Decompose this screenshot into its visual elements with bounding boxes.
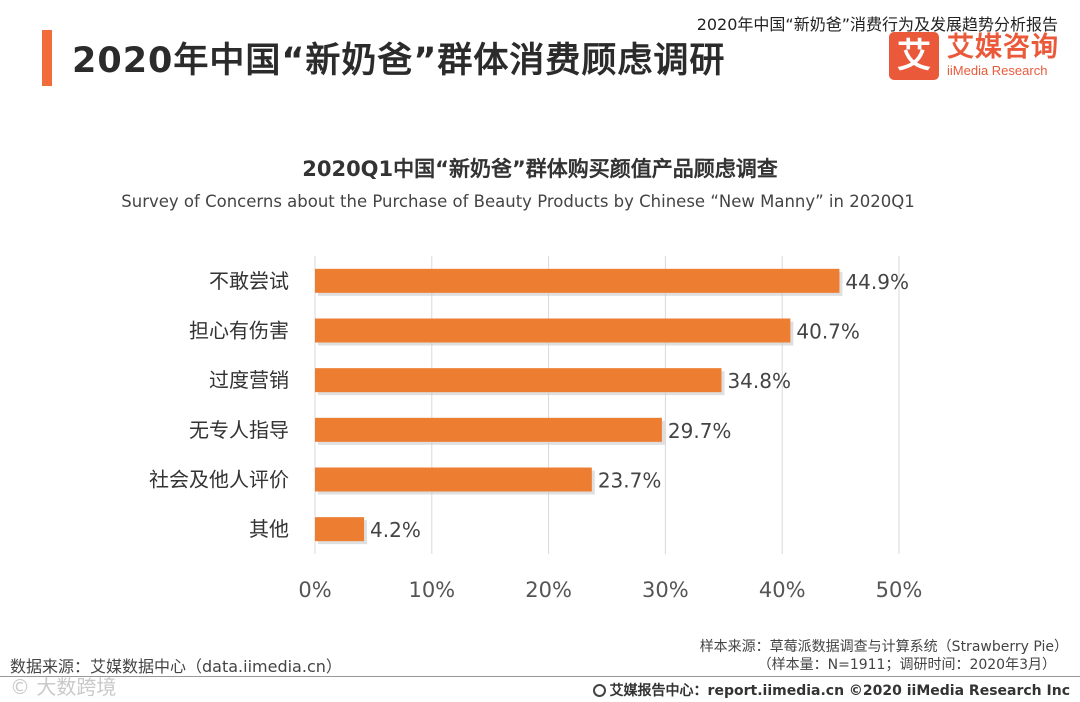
x-tick-label: 0% xyxy=(298,578,331,602)
x-tick-label: 40% xyxy=(759,578,806,602)
data-source: 数据来源：艾媒数据中心（data.iimedia.cn） xyxy=(10,657,342,676)
page-title: 2020年中国“新奶爸”群体消费顾虑调研 xyxy=(72,41,726,81)
globe-icon xyxy=(592,684,606,697)
brand-name-en: iiMedia Research xyxy=(947,63,1048,78)
chart-subtitle: Survey of Concerns about the Purchase of… xyxy=(121,192,915,211)
data-label: 34.8% xyxy=(727,369,791,393)
bar xyxy=(315,517,365,542)
report-name: 2020年中国“新奶爸”消费行为及发展趋势分析报告 xyxy=(696,15,1058,34)
category-label: 过度营销 xyxy=(209,368,289,392)
bar xyxy=(315,417,662,442)
watermark: © 大数跨境 xyxy=(10,675,117,699)
x-tick-label: 30% xyxy=(642,578,689,602)
category-label: 社会及他人评价 xyxy=(149,468,289,492)
category-label: 不敢尝试 xyxy=(209,269,289,293)
title-accent-bar xyxy=(42,30,52,86)
data-label: 29.7% xyxy=(668,419,732,443)
x-tick-label: 10% xyxy=(408,578,455,602)
data-label: 44.9% xyxy=(845,270,909,294)
bar xyxy=(315,467,592,492)
sample-source: 样本来源：草莓派数据调查与计算系统（Strawberry Pie） xyxy=(699,639,1068,655)
data-label: 23.7% xyxy=(598,469,662,493)
report-center: 艾媒报告中心：report.iimedia.cn ©2020 iiMedia R… xyxy=(592,680,1070,700)
footer-divider xyxy=(0,676,1080,677)
bar xyxy=(315,268,840,293)
category-label: 其他 xyxy=(249,517,289,541)
brand-name-cn: 艾媒咨询 xyxy=(947,32,1059,63)
report-center-text: 艾媒报告中心：report.iimedia.cn ©2020 iiMedia R… xyxy=(609,683,1070,699)
chart-title: 2020Q1中国“新奶爸”群体购买颜值产品顾虑调查 xyxy=(302,157,778,181)
x-tick-label: 20% xyxy=(525,578,572,602)
sample-size: （样本量：N=1911；调研时间：2020年3月） xyxy=(757,657,1056,673)
brand-badge-icon: 艾 xyxy=(889,32,939,80)
bar xyxy=(315,318,791,343)
data-label: 40.7% xyxy=(796,320,860,344)
brand-logo: 艾 艾媒咨询 iiMedia Research xyxy=(889,32,1061,82)
bar xyxy=(315,368,722,393)
category-label: 无专人指导 xyxy=(189,418,289,442)
category-label: 担心有伤害 xyxy=(189,319,289,343)
x-tick-label: 50% xyxy=(876,578,923,602)
data-label: 4.2% xyxy=(370,518,421,542)
